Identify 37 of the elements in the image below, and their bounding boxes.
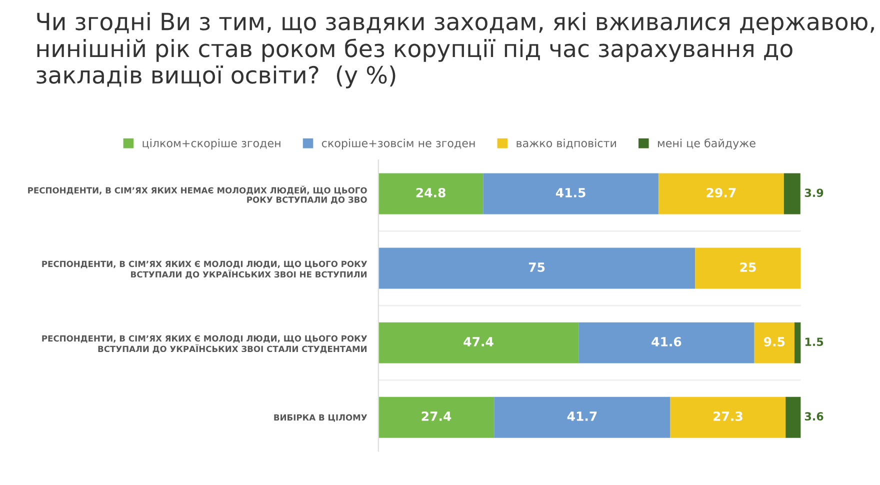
y-tick-label: РЕСПОНДЕНТИ, В СІМ’ЯХ ЯКИХ НЕМАЄ МОЛОДИХ ЛЮДЕЙ, ЩО ЦЬОГО РОКУ ВСТУПАЛИ ДО ЗВО [28,186,367,204]
data-label: 47.4 [464,337,494,346]
bar [784,173,800,214]
chart-title: Чи згодні Ви з тим, що завдяки заходам, які вживалися державою, нинішній рік став роком без корупції під час зарахування до закладів вищої освіти? (у %) [36,12,874,88]
data-label: 41.7 [567,412,597,421]
data-label: 29.7 [706,188,736,198]
legend-label: скоріше+зовсім не згоден [322,138,475,150]
bar [695,248,801,289]
bar [494,396,670,438]
data-label: 41.5 [556,188,586,198]
legend-label: важко відповісти [516,138,616,149]
bar [378,322,579,364]
data-label: 41.6 [652,336,682,346]
y-tick-label: ВИБІРКА В ЦІЛОМУ [274,414,368,422]
legend-label: цілком+скоріше згоден [142,138,280,150]
bar [378,173,484,214]
data-label: 3.6 [804,412,824,421]
data-label: 27.4 [422,412,452,421]
bar [578,322,754,364]
data-label: 9.5 [764,336,785,346]
data-label: 75 [528,262,545,272]
data-label: 1.5 [805,338,824,346]
bar [786,396,801,438]
bar [754,322,794,364]
data-label: 25 [740,262,756,272]
bar [794,322,801,364]
bar [378,396,494,438]
bar [483,173,658,214]
y-tick-label: РЕСПОНДЕНТИ, В СІМ’ЯХ ЯКИХ Є МОЛОДІ ЛЮДИ, ЩО ЦЬОГО РОКУ ВСТУПАЛИ ДО УКРАЇНСЬКИХ ЗВОІ СТАЛИ СТУДЕНТАМИ [42,335,368,354]
bar [378,248,696,289]
y-tick-label: РЕСПОНДЕНТИ, В СІМ’ЯХ ЯКИХ Є МОЛОДІ ЛЮДИ, ЩО ЦЬОГО РОКУ ВСТУПАЛИ ДО УКРАЇНСЬКИХ ЗВОІ НЕ ВСТУПИЛИ [42,260,368,279]
data-label: 24.8 [416,188,446,198]
bar [658,173,784,214]
data-label: 3.9 [804,188,824,197]
legend-label: мені це байдуже [658,138,756,150]
data-label: 27.3 [714,412,742,421]
bar [670,396,786,438]
